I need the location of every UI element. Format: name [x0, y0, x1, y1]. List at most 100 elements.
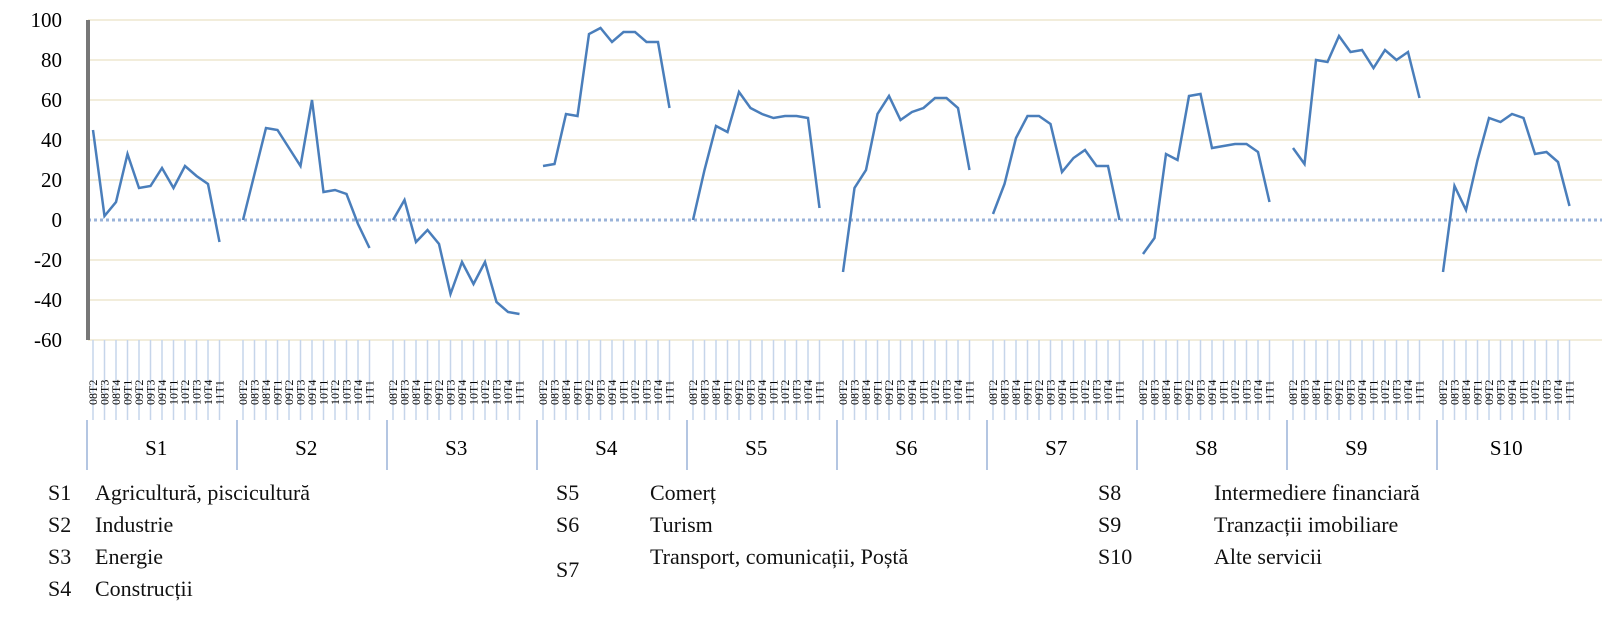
x-tick-label: 08T3	[848, 380, 862, 405]
group-label: S1	[145, 436, 167, 460]
x-tick-label: 10T2	[478, 380, 492, 405]
line-series	[691, 89, 821, 221]
x-tick-label: 11T1	[513, 380, 527, 405]
x-tick-label: 09T4	[905, 380, 919, 405]
x-tick-label: 09T2	[1482, 380, 1496, 405]
x-tick-label: 10T3	[1390, 380, 1404, 405]
x-tick-label: 09T3	[144, 380, 158, 405]
x-tick-label: 10T4	[201, 380, 215, 405]
legend-label: Transport, comunicații, Poștă	[650, 544, 909, 569]
x-tick-label: 09T4	[1055, 380, 1069, 405]
line-series	[1441, 112, 1571, 273]
x-tick-label: 10T1	[167, 380, 181, 405]
x-tick-label: 09T1	[421, 380, 435, 405]
x-tick-label: 08T2	[86, 380, 100, 405]
y-tick-label: 40	[41, 128, 62, 152]
group-label: S6	[895, 436, 917, 460]
x-tick-label: 09T4	[155, 380, 169, 405]
x-tick-label: 10T1	[1217, 380, 1231, 405]
x-tick-label: 10T2	[1378, 380, 1392, 405]
line-series	[841, 93, 971, 273]
x-tick-label: 09T1	[1321, 380, 1335, 405]
y-tick-label: -60	[34, 328, 62, 352]
x-tick-label: 08T3	[398, 380, 412, 405]
x-tick-label: 08T2	[686, 380, 700, 405]
x-tick-label: 09T1	[1471, 380, 1485, 405]
x-tick-label: 09T3	[444, 380, 458, 405]
x-tick-label: 09T3	[1044, 380, 1058, 405]
x-tick-label: 10T3	[490, 380, 504, 405]
group-label: S9	[1345, 436, 1367, 460]
x-tick-label: 11T1	[663, 380, 677, 405]
y-tick-label: 100	[31, 8, 63, 32]
x-tick-label: 11T1	[1263, 380, 1277, 405]
x-tick-label: 09T4	[1505, 380, 1519, 405]
x-tick-label: 08T3	[998, 380, 1012, 405]
x-tick-label: 10T1	[917, 380, 931, 405]
line-series	[241, 99, 371, 249]
x-tick-label: 09T2	[1182, 380, 1196, 405]
x-tick-label: 10T4	[1401, 380, 1415, 405]
legend-label: Comerț	[650, 480, 716, 505]
x-tick-label: 09T1	[121, 380, 135, 405]
legend-label: Construcții	[95, 576, 193, 601]
x-tick-label: 11T1	[1113, 380, 1127, 405]
x-tick-label: 08T4	[1459, 380, 1473, 405]
x-tick-label: 11T1	[963, 380, 977, 405]
x-tick-label: 08T2	[1136, 380, 1150, 405]
x-tick-label: 10T3	[1540, 380, 1554, 405]
y-tick-label: 60	[41, 88, 62, 112]
x-tick-label: 10T1	[767, 380, 781, 405]
line-series	[91, 129, 221, 243]
x-tick-label: 09T3	[1494, 380, 1508, 405]
legend-code: S3	[48, 544, 72, 569]
x-tick-label: 10T4	[1101, 380, 1115, 405]
x-tick-label: 09T1	[1021, 380, 1035, 405]
legend-code: S10	[1098, 544, 1133, 569]
x-tick-label: 09T1	[271, 380, 285, 405]
x-tick-label: 11T1	[1413, 380, 1427, 405]
x-tick-label: 10T3	[640, 380, 654, 405]
legend-code: S1	[48, 480, 72, 505]
x-tick-label: 09T2	[132, 380, 146, 405]
line-series	[991, 114, 1121, 221]
group-label: S10	[1490, 436, 1523, 460]
group-label: S5	[745, 436, 767, 460]
x-tick-label: 10T3	[1090, 380, 1104, 405]
y-tick-label: 20	[41, 168, 62, 192]
x-tick-label: 10T4	[501, 380, 515, 405]
legend-label: Agricultură, piscicultură	[95, 480, 311, 505]
x-tick-label: 09T3	[294, 380, 308, 405]
x-tick-label: 08T3	[1298, 380, 1312, 405]
x-tick-label: 08T2	[386, 380, 400, 405]
x-tick-label: 10T3	[190, 380, 204, 405]
x-tick-label: 11T1	[1563, 380, 1577, 405]
x-tick-label: 10T1	[1367, 380, 1381, 405]
x-tick-label: 08T2	[986, 380, 1000, 405]
x-tick-label: 09T2	[282, 380, 296, 405]
x-tick-label: 10T4	[651, 380, 665, 405]
x-tick-label: 10T2	[778, 380, 792, 405]
group-label: S2	[295, 436, 317, 460]
legend-label: Energie	[95, 544, 164, 569]
x-tick-label: 09T3	[1194, 380, 1208, 405]
x-tick-label: 09T2	[1332, 380, 1346, 405]
line-series	[1141, 92, 1271, 255]
x-tick-label: 08T4	[259, 380, 273, 405]
x-tick-label: 09T4	[1205, 380, 1219, 405]
x-tick-label: 10T2	[628, 380, 642, 405]
x-tick-label: 09T2	[1032, 380, 1046, 405]
x-tick-label: 10T1	[617, 380, 631, 405]
chart: -60-40-2002040608010008T208T308T409T109T…	[31, 8, 1602, 470]
x-tick-label: 08T2	[1436, 380, 1450, 405]
x-tick-label: 08T2	[236, 380, 250, 405]
x-tick-label: 09T2	[582, 380, 596, 405]
group-label: S8	[1195, 436, 1217, 460]
x-tick-label: 09T3	[894, 380, 908, 405]
x-tick-label: 10T4	[351, 380, 365, 405]
group-label: S7	[1045, 436, 1067, 460]
x-tick-label: 10T3	[340, 380, 354, 405]
line-series	[391, 196, 520, 316]
legend-code: S8	[1098, 480, 1122, 505]
